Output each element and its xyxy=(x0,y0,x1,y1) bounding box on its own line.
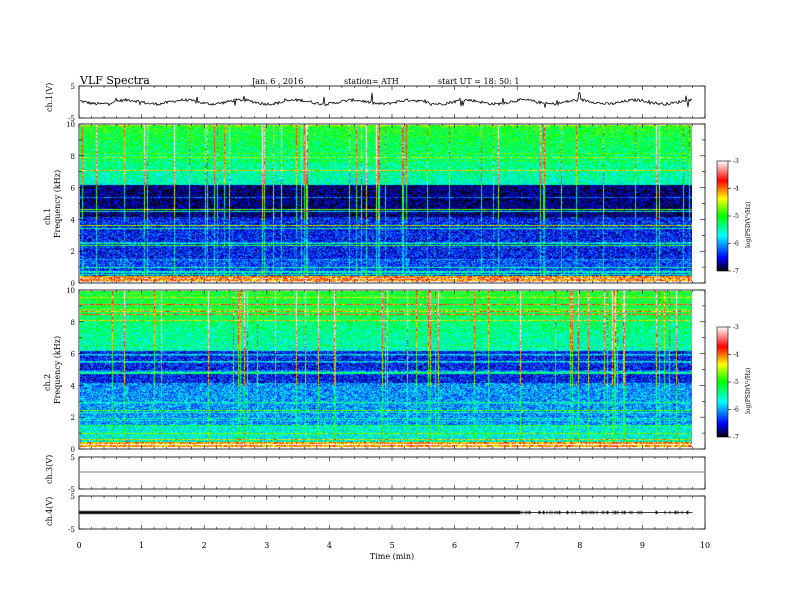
ch1-spectrogram-image xyxy=(80,125,692,282)
colorbar-tick-label: -3 xyxy=(733,158,739,165)
y-tick-label: 10 xyxy=(66,287,75,295)
x-axis-label: Time (min) xyxy=(370,552,414,561)
x-tick-label: 3 xyxy=(264,541,269,550)
y-tick-label: 6 xyxy=(71,185,76,193)
y-tick-label: -5 xyxy=(68,115,75,123)
y-tick-label: 0 xyxy=(71,446,75,454)
x-tick-label: 4 xyxy=(327,541,332,550)
ch3-waveform-ylabel: ch.3(V) xyxy=(45,455,54,484)
y-tick-label: 2 xyxy=(71,248,75,256)
ch1-colorbar xyxy=(716,160,729,272)
y-tick-label: 10 xyxy=(66,121,75,129)
colorbar-tick-label: -5 xyxy=(733,379,739,386)
colorbar-tick-label: -4 xyxy=(733,186,739,193)
y-tick-label: 4 xyxy=(71,382,76,390)
x-tick-label: 10 xyxy=(700,541,710,550)
x-tick-label: 1 xyxy=(139,541,144,550)
station-label: station= ATH xyxy=(344,77,399,86)
y-tick-label: 2 xyxy=(71,414,75,422)
ch2-colorbar-label: log(PSD(V²/Hz) xyxy=(745,367,752,414)
colorbar-tick-label: -5 xyxy=(733,213,739,220)
start-time-label: start UT = 18: 50: 1 xyxy=(438,77,519,86)
ch1-spectrogram-ylabel-channel: ch.1 xyxy=(43,208,52,225)
date-label: Jan. 6 , 2016 xyxy=(251,77,303,86)
ch1-waveform-ylabel: ch.1(V) xyxy=(45,83,54,112)
y-tick-label: 6 xyxy=(71,351,76,359)
y-tick-label: -5 xyxy=(68,486,75,494)
ch4-waveform-trace xyxy=(79,510,693,515)
colorbar-tick-label: -6 xyxy=(733,407,739,414)
colorbar-tick-label: -6 xyxy=(733,241,739,248)
x-tick-label: 9 xyxy=(640,541,645,550)
y-tick-label: 5 xyxy=(71,454,75,462)
ch1-colorbar-label: log(PSD(V²/Hz) xyxy=(745,201,752,248)
ch2-spectrogram-ylabel-channel: ch.2 xyxy=(43,374,52,391)
x-tick-label: 5 xyxy=(389,541,394,550)
colorbar-tick-label: -3 xyxy=(733,324,739,331)
x-tick-label: 0 xyxy=(76,541,81,550)
colorbar-tick-label: -7 xyxy=(733,268,739,275)
x-tick-label: 7 xyxy=(515,541,520,550)
ch2-spectrogram-ylabel-frequency: Frequency (kHz) xyxy=(53,336,62,404)
ch1-spectrogram-ylabel-frequency: Frequency (kHz) xyxy=(53,170,62,238)
ch2-colorbar xyxy=(716,326,729,438)
colorbar-tick-label: -7 xyxy=(733,434,739,441)
ch2-spectrogram-image xyxy=(80,291,692,448)
y-tick-label: 0 xyxy=(71,280,75,288)
figure-title: VLF Spectra xyxy=(79,74,150,87)
ch4-waveform-ylabel: ch.4(V) xyxy=(45,497,54,526)
y-tick-label: 5 xyxy=(71,493,75,501)
y-tick-label: 4 xyxy=(71,216,76,224)
x-tick-label: 2 xyxy=(202,541,207,550)
y-tick-label: -5 xyxy=(68,526,75,534)
y-tick-label: 8 xyxy=(71,319,75,327)
ch1-waveform-trace xyxy=(79,91,692,108)
x-tick-label: 6 xyxy=(452,541,457,550)
colorbar-tick-label: -4 xyxy=(733,352,739,359)
y-tick-label: 8 xyxy=(71,153,75,161)
y-tick-label: 5 xyxy=(71,83,75,91)
x-tick-label: 8 xyxy=(577,541,582,550)
ch1-waveform-frame xyxy=(78,85,706,119)
ch3-waveform-frame xyxy=(78,456,706,490)
